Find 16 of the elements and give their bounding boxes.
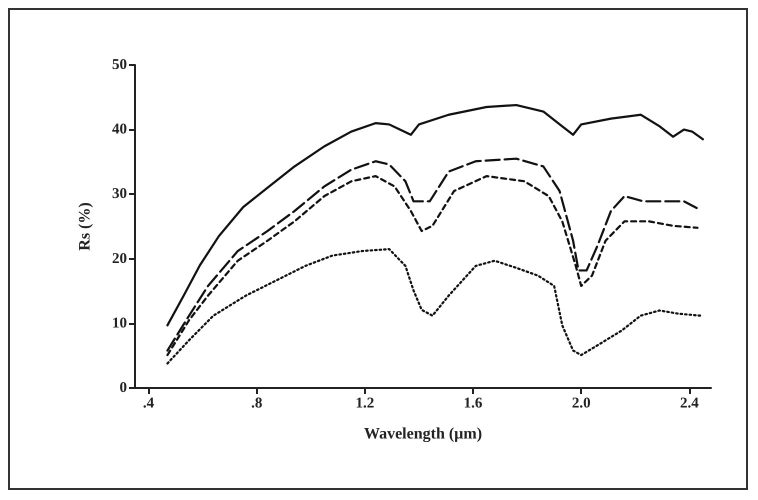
x-tick-label: 1.2 xyxy=(355,396,374,412)
line-series xyxy=(166,248,702,365)
y-tick-label: 40 xyxy=(112,122,127,138)
x-axis-title: Wavelength (µm) xyxy=(364,426,482,442)
line-series xyxy=(166,104,704,326)
y-tick-label: 0 xyxy=(120,380,127,396)
x-tick-label: 2.0 xyxy=(572,396,591,412)
x-tick-label: 2.4 xyxy=(680,396,700,412)
y-axis-title: Rs (%) xyxy=(76,202,94,251)
x-tick-label: .8 xyxy=(251,396,262,412)
y-tick-label: 10 xyxy=(112,315,127,332)
y-tick-label: 20 xyxy=(112,250,127,267)
x-tick-label: 1.6 xyxy=(464,396,483,412)
y-tick-label: 50 xyxy=(112,57,127,73)
x-tick-label: .4 xyxy=(142,396,155,412)
y-tick-label: 30 xyxy=(112,186,127,202)
